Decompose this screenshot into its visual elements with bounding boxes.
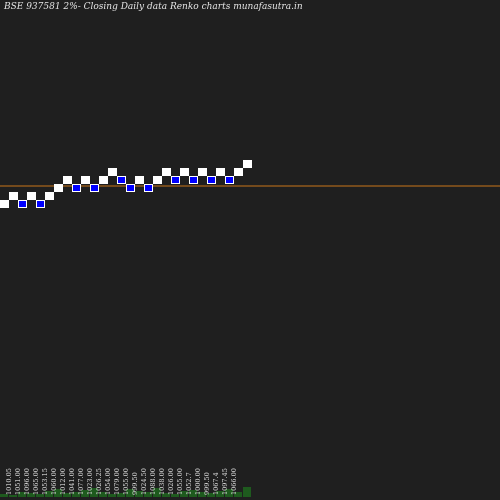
renko-brick-up <box>198 168 207 176</box>
volume-bar <box>36 494 44 497</box>
x-tick-label: 1097.45 <box>221 468 229 495</box>
x-tick-label: 1024.50 <box>140 468 148 495</box>
x-tick-label: 1041.00 <box>68 468 76 495</box>
renko-brick-up <box>99 176 108 184</box>
volume-bar <box>27 493 35 497</box>
x-tick-label: 1012.00 <box>59 468 67 495</box>
x-tick-label: 1038.00 <box>158 468 166 495</box>
volume-bar <box>216 491 224 497</box>
renko-brick-up <box>153 176 162 184</box>
volume-bar <box>63 493 71 497</box>
volume-bar <box>243 487 251 497</box>
renko-brick-up <box>81 176 90 184</box>
volume-bar <box>72 492 80 497</box>
renko-brick-down <box>36 200 45 208</box>
volume-bar <box>90 488 98 497</box>
renko-brick-down <box>126 184 135 192</box>
volume-bar <box>153 488 161 497</box>
x-tick-label: 1077.00 <box>77 468 85 495</box>
renko-brick-up <box>234 168 243 176</box>
x-tick-label: 1023.00 <box>86 468 94 495</box>
volume-bar <box>108 494 116 497</box>
x-tick-label: 1052.7 <box>185 472 193 495</box>
x-tick-label: 1026.00 <box>167 468 175 495</box>
x-tick-label: 1010.05 <box>5 468 13 495</box>
renko-brick-up <box>27 192 36 200</box>
x-tick-label: 1065.00 <box>32 468 40 495</box>
volume-bar <box>99 492 107 497</box>
renko-brick-up <box>45 192 54 200</box>
renko-brick-up <box>243 160 252 168</box>
volume-bar <box>207 493 215 497</box>
x-tick-label: 1067.4 <box>212 472 220 495</box>
volume-bar <box>0 494 8 497</box>
x-tick-label: 999.50 <box>131 472 139 495</box>
chart-title: BSE 937581 2%- Closing Daily data Renko … <box>4 2 303 12</box>
x-tick-label: 1096.00 <box>23 468 31 495</box>
x-tick-label: 1055.00 <box>176 468 184 495</box>
x-tick-label: 1051.00 <box>14 468 22 495</box>
x-tick-label: 1053.15 <box>41 468 49 495</box>
renko-brick-down <box>144 184 153 192</box>
x-tick-label: 999.50 <box>203 472 211 495</box>
renko-brick-down <box>72 184 81 192</box>
x-tick-label: 1060.00 <box>50 468 58 495</box>
volume-bar <box>225 489 233 497</box>
volume-bar <box>144 492 152 497</box>
renko-brick-up <box>162 168 171 176</box>
renko-brick-down <box>117 176 126 184</box>
renko-brick-up <box>135 176 144 184</box>
renko-brick-down <box>18 200 27 208</box>
volume-bar <box>162 493 170 497</box>
renko-brick-down <box>207 176 216 184</box>
volume-bar <box>135 491 143 497</box>
volume-bar <box>234 492 242 497</box>
volume-bar <box>81 490 89 497</box>
renko-brick-up <box>0 200 9 208</box>
volume-bar <box>171 494 179 497</box>
renko-brick-up <box>180 168 189 176</box>
renko-brick-up <box>216 168 225 176</box>
volume-bar <box>18 492 26 497</box>
volume-bar <box>126 489 134 497</box>
x-tick-label: 1088.00 <box>149 468 157 495</box>
renko-brick-down <box>225 176 234 184</box>
renko-brick-down <box>171 176 180 184</box>
volume-bar <box>189 490 197 497</box>
x-tick-label: 1079.00 <box>113 468 121 495</box>
renko-brick-up <box>54 184 63 192</box>
renko-brick-down <box>189 176 198 184</box>
renko-brick-up <box>108 168 117 176</box>
volume-bar <box>54 489 62 497</box>
volume-bar <box>117 493 125 497</box>
x-tick-label: 1054.00 <box>104 468 112 495</box>
x-tick-label: 1000.00 <box>194 468 202 495</box>
volume-bar <box>45 491 53 497</box>
x-tick-label: 1055.00 <box>122 468 130 495</box>
volume-bar <box>180 491 188 497</box>
renko-brick-up <box>9 192 18 200</box>
volume-bar <box>198 492 206 497</box>
renko-brick-down <box>90 184 99 192</box>
x-tick-label: 1026.25 <box>95 468 103 495</box>
x-tick-label: 1066.00 <box>230 468 238 495</box>
volume-bar <box>9 495 17 497</box>
renko-brick-up <box>63 176 72 184</box>
